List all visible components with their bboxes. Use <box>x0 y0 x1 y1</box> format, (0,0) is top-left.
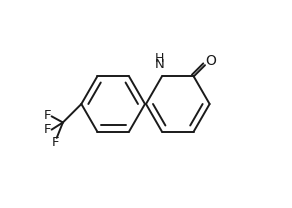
Text: F: F <box>43 109 51 122</box>
Text: N: N <box>155 58 165 71</box>
Text: O: O <box>205 54 216 68</box>
Text: F: F <box>52 136 60 150</box>
Text: H: H <box>155 52 164 65</box>
Text: F: F <box>43 123 51 136</box>
